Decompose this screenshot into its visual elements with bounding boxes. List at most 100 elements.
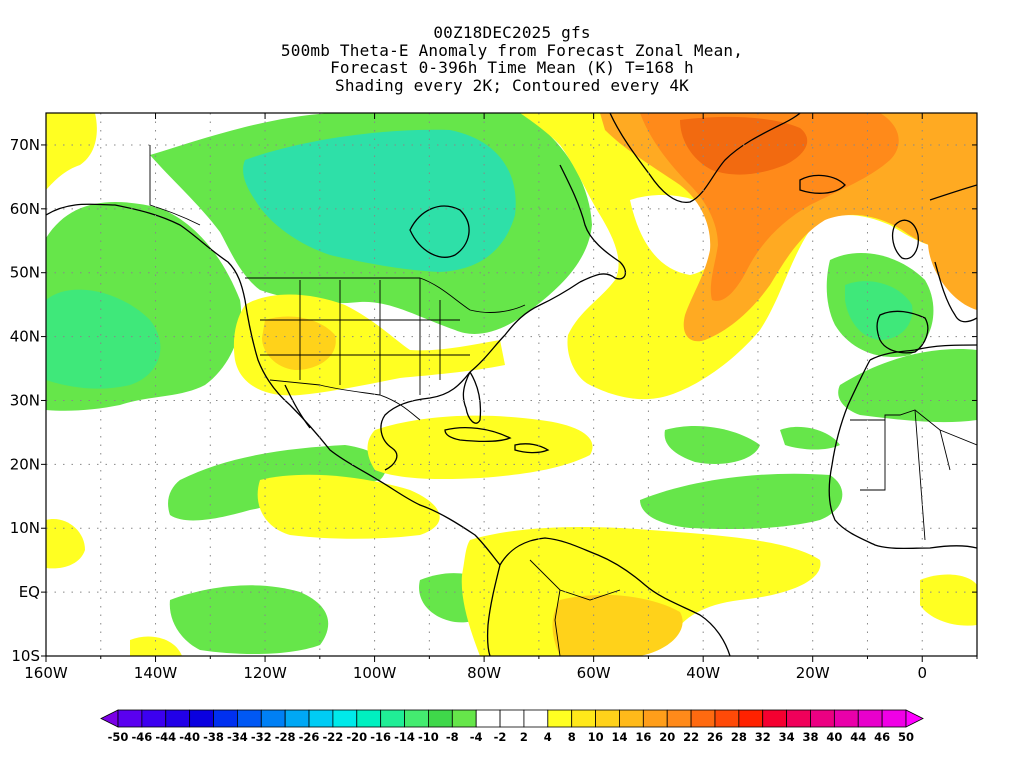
coast-iberia: [876, 310, 929, 354]
lat-tick-label: 20N: [10, 455, 40, 473]
anomaly-gold-western-us: [262, 316, 336, 370]
map-frame: [45, 112, 978, 657]
colorbar-level-label: 26: [707, 730, 723, 744]
lat-tick-label: 10N: [10, 519, 40, 537]
colorbar-swatch: [857, 709, 883, 728]
coast-cuba: [444, 426, 512, 442]
colorbar-swatch: [380, 709, 405, 728]
colorbar-swatch: [810, 709, 835, 728]
anomaly-yellow-south-america: [461, 527, 821, 656]
anomaly-green-caribbean-east: [664, 425, 760, 465]
colorbar-swatch: [762, 709, 788, 728]
colorbar-arrow-low: [100, 709, 119, 728]
lon-tick-label: 100W: [353, 664, 397, 682]
lat-tick-label: 30N: [10, 391, 40, 409]
lon-tick-label: 40W: [686, 664, 720, 682]
colorbar-swatch: [714, 709, 740, 728]
colorbar-level-label: -50: [108, 730, 129, 744]
colorbar-swatch: [690, 709, 716, 728]
anomaly-green-tropical-pacific: [169, 585, 329, 655]
colorbar-swatch: [595, 709, 620, 728]
colorbar-swatch: [332, 709, 358, 728]
colorbar: -50 -46 -44 -40 -38 -34 -32 -28 -26 -22 -20 -16 -14-…: [100, 709, 924, 744]
colorbar-swatch: [141, 709, 167, 728]
colorbar-level-label: 8: [568, 730, 576, 744]
title-line-4: Shading every 2K; Contoured every 4K: [335, 75, 689, 95]
colorbar-level-label: 4: [544, 730, 552, 744]
political-borders: [149, 145, 977, 656]
colorbar-swatch: [619, 709, 644, 728]
coast-west-north-america: [244, 299, 501, 566]
anomaly-orange-europe: [927, 227, 977, 310]
colorbar-swatch: [833, 709, 859, 728]
map-axes: 160W 140W 120W 100W 80W 60W 40W 20W 0 70N 60N 50N 40…: [10, 113, 978, 682]
lon-tick-label: 140W: [134, 664, 178, 682]
colorbar-swatch: [523, 709, 549, 728]
colorbar-arrow-high: [905, 709, 924, 728]
colorbar-swatch: [499, 709, 525, 728]
coast-baja: [284, 384, 311, 429]
colorbar-swatch: [428, 709, 453, 728]
coast-africa: [828, 344, 977, 550]
colorbar-level-label: -28: [275, 730, 296, 744]
anomaly-yellow-tropical-pacific-west: [46, 519, 85, 569]
anomaly-yellow-gulf-caribbean: [367, 415, 593, 480]
border-alaska-canada: [149, 145, 201, 226]
coast-hispaniola: [514, 443, 550, 454]
colorbar-swatch: [308, 709, 334, 728]
colorbar-level-label: 20: [659, 730, 675, 744]
border-us-canada: [245, 277, 526, 313]
colorbar-level-label: -46: [131, 730, 152, 744]
colorbar-swatch: [117, 709, 143, 728]
border-south-america: [529, 559, 621, 656]
anomaly-cyan-iberia: [845, 281, 913, 340]
lat-tick-label: 60N: [10, 200, 40, 218]
colorbar-level-label: -8: [446, 730, 459, 744]
title-line-3: Forecast 0-396h Time Mean (K) T=168 h: [330, 58, 694, 77]
coast-east-us: [469, 281, 581, 373]
colorbar-level-label: 22: [683, 730, 699, 744]
anomaly-cyan-ne-pacific: [46, 289, 161, 389]
colorbar-swatch: [404, 709, 429, 728]
map-plot-area: [46, 113, 977, 656]
colorbar-level-label: -22: [323, 730, 344, 744]
colorbar-level-label: 10: [588, 730, 604, 744]
lat-tick-label: 70N: [10, 136, 40, 154]
colorbar-swatch: [356, 709, 382, 728]
anomaly-white-atlantic-notch: [630, 195, 726, 275]
lat-tick-label: 40N: [10, 328, 40, 346]
colorbar-level-label: 46: [874, 730, 890, 744]
colorbar-swatch: [165, 709, 191, 728]
lat-tick-label: EQ: [19, 583, 40, 601]
colorbar-swatch: [236, 709, 262, 728]
colorbar-swatch: [189, 709, 214, 728]
lon-tick-label: 120W: [243, 664, 287, 682]
lon-tick-label: 20W: [796, 664, 830, 682]
colorbar-level-label: -32: [251, 730, 272, 744]
coast-iceland: [799, 174, 846, 194]
colorbar-swatch: [642, 709, 668, 728]
colorbar-swatch: [284, 709, 310, 728]
colorbar-level-label: -44: [155, 730, 176, 744]
lon-tick-label: 80W: [467, 664, 501, 682]
colorbar-swatch: [571, 709, 596, 728]
colorbar-swatch: [475, 709, 501, 728]
title-block: 00Z18DEC2025 gfs 500mb Theta-E Anomaly f…: [0, 24, 1024, 94]
lon-tick-label: 60W: [577, 664, 611, 682]
anomaly-green-africa-east: [780, 426, 840, 450]
coastlines: [46, 113, 977, 656]
colorbar-swatch: [451, 709, 477, 728]
colorbar-level-label: 40: [826, 730, 842, 744]
border-africa: [850, 409, 977, 541]
colorbar-level-label: -38: [203, 730, 224, 744]
colorbar-level-label: 38: [802, 730, 818, 744]
coast-europe: [929, 184, 977, 323]
anomaly-cyan-canada: [243, 129, 516, 272]
colorbar-level-label: 50: [898, 730, 914, 744]
colorbar-level-label: -34: [227, 730, 248, 744]
colorbar-level-label: -2: [494, 730, 507, 744]
colorbar-level-label: -26: [299, 730, 320, 744]
colorbar-level-label: -20: [346, 730, 367, 744]
colorbar-level-label: -14: [394, 730, 415, 744]
